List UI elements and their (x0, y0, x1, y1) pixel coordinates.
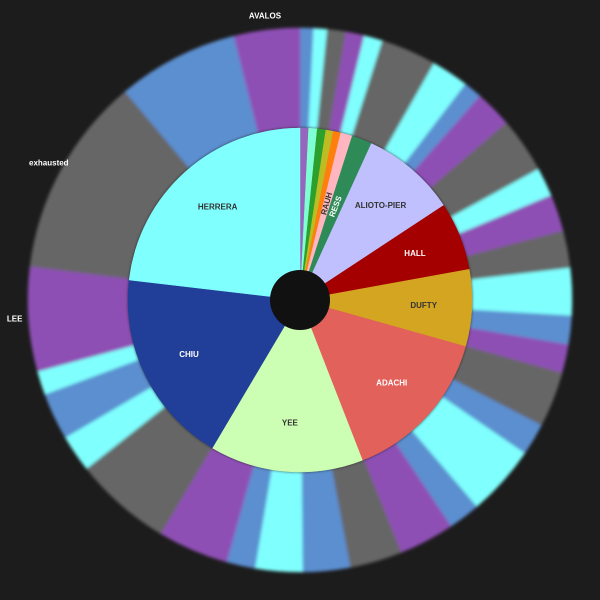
segment-label: HERRERA (198, 203, 238, 212)
outer-label: exhausted (29, 158, 69, 167)
inner-ring (127, 127, 473, 473)
segment-label: HALL (404, 249, 425, 258)
segment-label: ADACHI (376, 378, 407, 387)
segment-label: CHIU (179, 350, 199, 359)
outer-ring (27, 27, 573, 573)
center-hole (270, 270, 330, 330)
segment-label: ALIOTO-PIER (355, 201, 407, 210)
outer-label: AVALOS (249, 11, 282, 20)
outer-label: LEE (7, 314, 23, 323)
segment-label: YEE (282, 419, 299, 428)
segment-label: DUFTY (410, 301, 437, 310)
